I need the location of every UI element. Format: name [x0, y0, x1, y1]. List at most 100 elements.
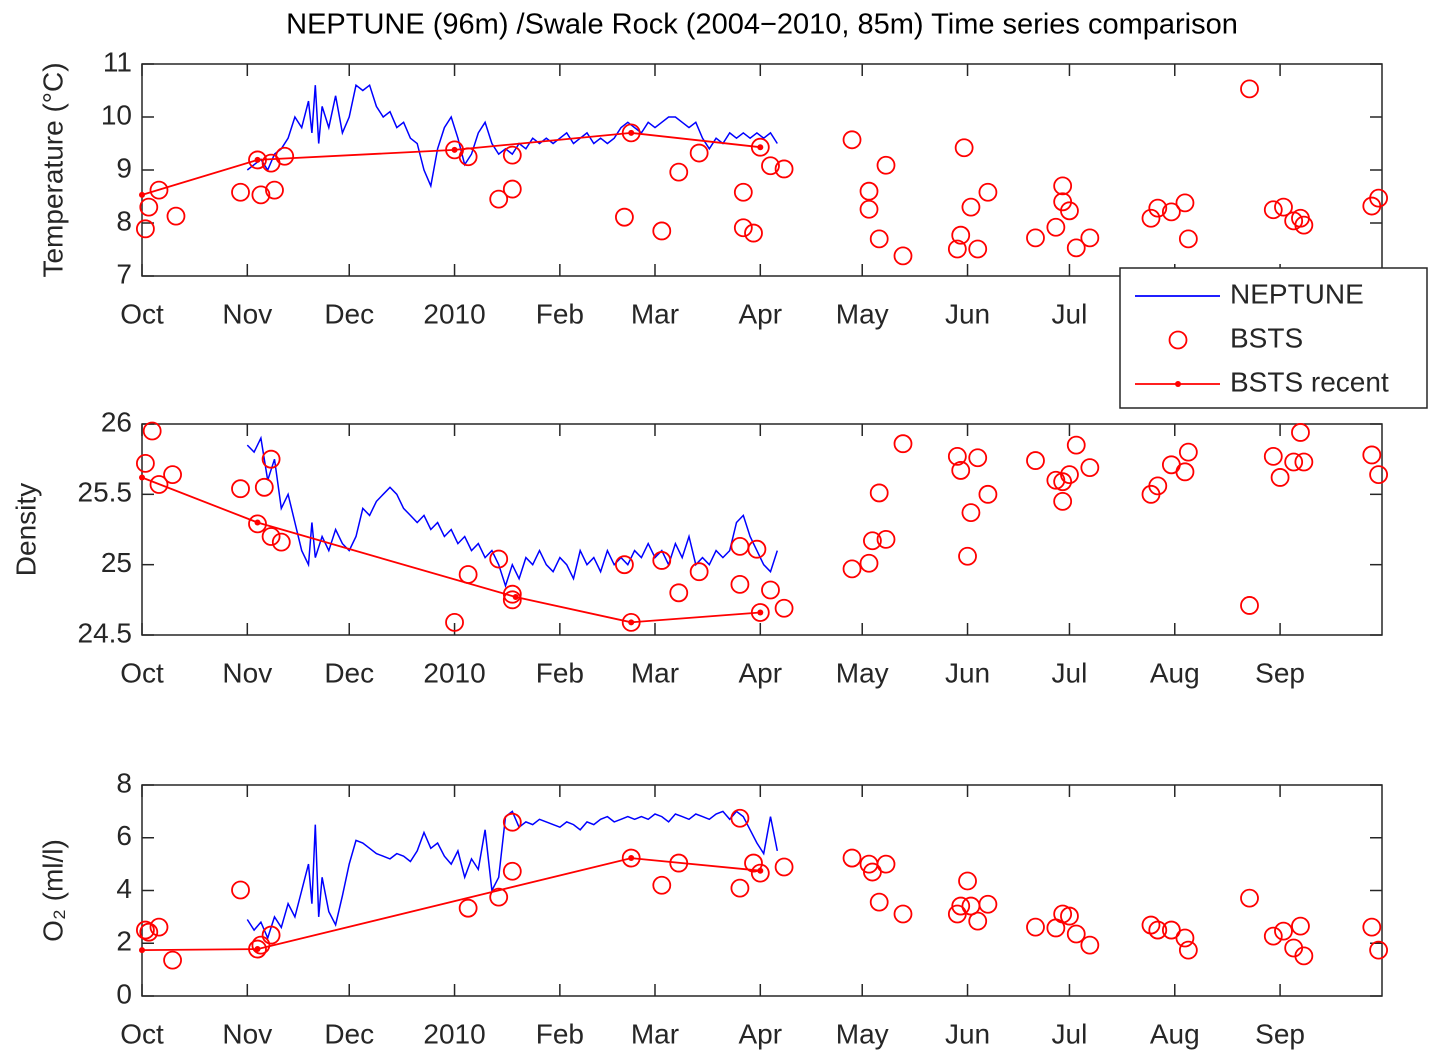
data-point	[744, 853, 763, 873]
data-point	[1263, 446, 1283, 466]
y-tick-label: 7	[116, 258, 132, 289]
data-point	[863, 862, 882, 882]
x-tick-label: Mar	[631, 298, 679, 329]
data-point	[1141, 208, 1161, 228]
legend: NEPTUNE BSTS BSTS recent	[1119, 267, 1428, 409]
series	[139, 855, 764, 954]
data-point	[1294, 946, 1314, 966]
data-point	[1362, 445, 1382, 465]
data-line	[246, 83, 778, 189]
legend-swatch	[1168, 330, 1188, 350]
data-point	[254, 477, 274, 497]
data-line	[141, 476, 761, 624]
data-point	[893, 246, 913, 266]
data-point	[1053, 176, 1073, 196]
legend-swatch-dot	[1175, 381, 1181, 387]
data-point	[1060, 201, 1079, 221]
data-point	[842, 848, 862, 868]
data-point	[1060, 465, 1079, 485]
data-dot	[139, 947, 145, 954]
data-point	[1161, 920, 1181, 940]
data-point	[1294, 215, 1314, 235]
data-point	[730, 808, 750, 828]
data-point	[774, 857, 794, 877]
data-point	[978, 182, 998, 202]
data-point	[842, 559, 862, 579]
data-point	[261, 925, 281, 945]
x-tick-label: Jul	[1052, 657, 1088, 688]
data-point	[1026, 451, 1045, 470]
data-point	[135, 219, 155, 239]
data-point	[774, 159, 794, 179]
data-point	[961, 503, 981, 523]
data-line	[141, 857, 761, 951]
x-tick-label: Feb	[536, 1018, 584, 1049]
data-point	[1148, 198, 1168, 218]
data-point	[961, 197, 981, 217]
chart-title: NEPTUNE (96m) /Swale Rock (2004−2010, 85…	[286, 9, 1238, 41]
x-tick-label: Oct	[120, 298, 164, 329]
data-line	[246, 435, 779, 589]
y-tick-label: 24.5	[78, 617, 133, 648]
x-tick-label: Dec	[324, 298, 374, 329]
data-point	[859, 199, 879, 219]
legend-label: BSTS recent	[1230, 366, 1389, 397]
data-point	[261, 449, 281, 469]
data-point	[149, 917, 169, 937]
y-tick-label: 4	[116, 873, 132, 904]
data-point	[1369, 940, 1389, 960]
data-point	[730, 574, 750, 594]
data-point	[139, 922, 159, 942]
data-point	[669, 162, 689, 182]
data-point	[1175, 462, 1195, 482]
x-tick-label: May	[836, 657, 889, 688]
data-point	[750, 863, 770, 883]
data-point	[275, 146, 295, 166]
y-tick-label: 0	[116, 978, 132, 1009]
data-point	[502, 812, 522, 832]
data-point	[261, 527, 281, 546]
x-tick-label: Jun	[945, 1018, 990, 1049]
data-point	[652, 551, 672, 570]
data-point	[1178, 442, 1198, 462]
y-axis-label: O₂ (ml/l)	[37, 839, 68, 942]
data-point	[163, 950, 182, 970]
y-tick-label: 10	[101, 99, 132, 130]
data-dot	[628, 855, 635, 862]
x-tick-label: Dec	[324, 657, 374, 688]
data-point	[166, 206, 186, 226]
data-point	[248, 514, 267, 534]
y-axis-label: Density	[10, 483, 41, 576]
data-point	[652, 875, 672, 895]
data-point	[149, 180, 169, 200]
data-point	[1026, 917, 1045, 937]
x-tick-label: Mar	[631, 1018, 679, 1049]
x-tick-label: Jun	[945, 298, 990, 329]
data-point	[1240, 596, 1259, 615]
data-point	[1080, 458, 1100, 478]
data-point	[1161, 202, 1181, 222]
data-point	[978, 484, 998, 504]
x-tick-label: Jun	[945, 657, 990, 688]
data-point	[1291, 423, 1310, 442]
x-tick-label: Nov	[222, 657, 272, 688]
data-point	[876, 854, 896, 874]
y-tick-label: 9	[116, 152, 132, 183]
x-tick-label: Sep	[1255, 1018, 1305, 1049]
data-point	[1066, 238, 1086, 258]
data-point	[1080, 935, 1100, 955]
data-point	[958, 546, 977, 566]
x-tick-label: Oct	[120, 1018, 164, 1049]
data-point	[859, 181, 879, 201]
data-point	[689, 143, 709, 163]
data-point	[968, 911, 988, 931]
data-point	[876, 155, 896, 175]
data-point	[445, 612, 464, 632]
data-point	[947, 239, 967, 259]
x-tick-label: Nov	[222, 298, 272, 329]
data-point	[747, 539, 767, 559]
x-tick-label: Sep	[1255, 657, 1305, 688]
data-point	[615, 207, 634, 227]
x-tick-label: May	[836, 1018, 889, 1049]
